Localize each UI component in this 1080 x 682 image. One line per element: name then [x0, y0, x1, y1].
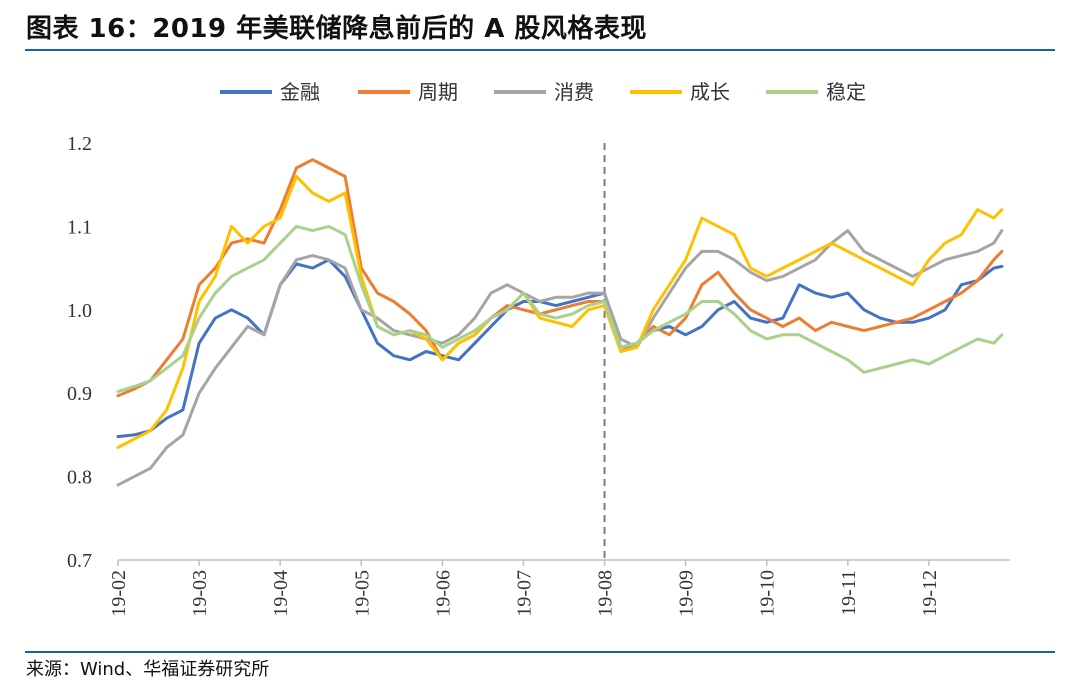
x-tick-label: 19-02 — [108, 570, 130, 617]
top-rule — [25, 49, 1055, 51]
figure-title: 图表 16：2019 年美联储降息前后的 A 股风格表现 — [26, 14, 647, 44]
x-tick-label: 19-09 — [676, 570, 698, 617]
source-note: 来源：Wind、华福证券研究所 — [26, 659, 270, 680]
x-tick-label: 19-12 — [919, 570, 941, 617]
y-tick-label: 1.1 — [67, 216, 92, 238]
legend-label: 成长 — [690, 80, 730, 104]
y-tick-label: 0.8 — [67, 467, 92, 489]
series-line — [116, 258, 1004, 439]
x-tick-label: 19-03 — [189, 570, 211, 617]
y-tick-label: 0.7 — [67, 550, 92, 572]
x-tick-label: 19-05 — [351, 570, 373, 617]
x-tick-label: 19-07 — [513, 570, 535, 617]
x-tick-label: 19-06 — [432, 570, 454, 617]
series-line — [116, 174, 1004, 449]
legend-label: 稳定 — [826, 80, 866, 104]
x-tick-label: 19-08 — [595, 570, 617, 617]
legend-label: 金融 — [280, 80, 320, 104]
line-chart: 1.2 1.1 1.0 0.9 0.8 0.7 19-02 19-03 19-04 19-05 19… — [67, 80, 1010, 617]
legend-label: 消费 — [554, 80, 594, 104]
series-group — [116, 158, 1004, 487]
chart-axes: 1.2 1.1 1.0 0.9 0.8 0.7 19-02 19-03 19-04 19-05 19… — [67, 133, 1010, 617]
legend-label: 周期 — [418, 80, 458, 104]
series-line — [116, 158, 1004, 398]
bottom-rule — [25, 651, 1055, 653]
x-tick-label: 19-04 — [270, 570, 292, 617]
y-tick-label: 1.2 — [67, 133, 92, 155]
chart-legend: 金融 周期 消费 成长 稳定 — [220, 80, 866, 104]
x-tick-label: 19-11 — [838, 570, 860, 616]
y-tick-label: 0.9 — [67, 383, 92, 405]
x-tick-label: 19-10 — [757, 570, 779, 617]
series-line — [116, 229, 1004, 487]
series-line — [116, 224, 1004, 393]
y-tick-label: 1.0 — [67, 300, 92, 322]
